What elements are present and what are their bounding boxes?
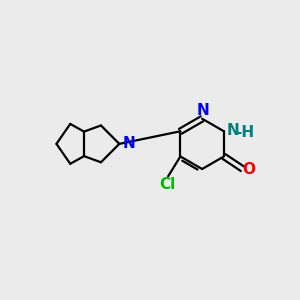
Text: Cl: Cl xyxy=(159,177,176,192)
Text: -H: -H xyxy=(235,125,254,140)
Text: N: N xyxy=(197,103,209,118)
Text: N: N xyxy=(122,136,135,152)
Text: O: O xyxy=(243,162,256,177)
Text: N: N xyxy=(226,123,239,138)
